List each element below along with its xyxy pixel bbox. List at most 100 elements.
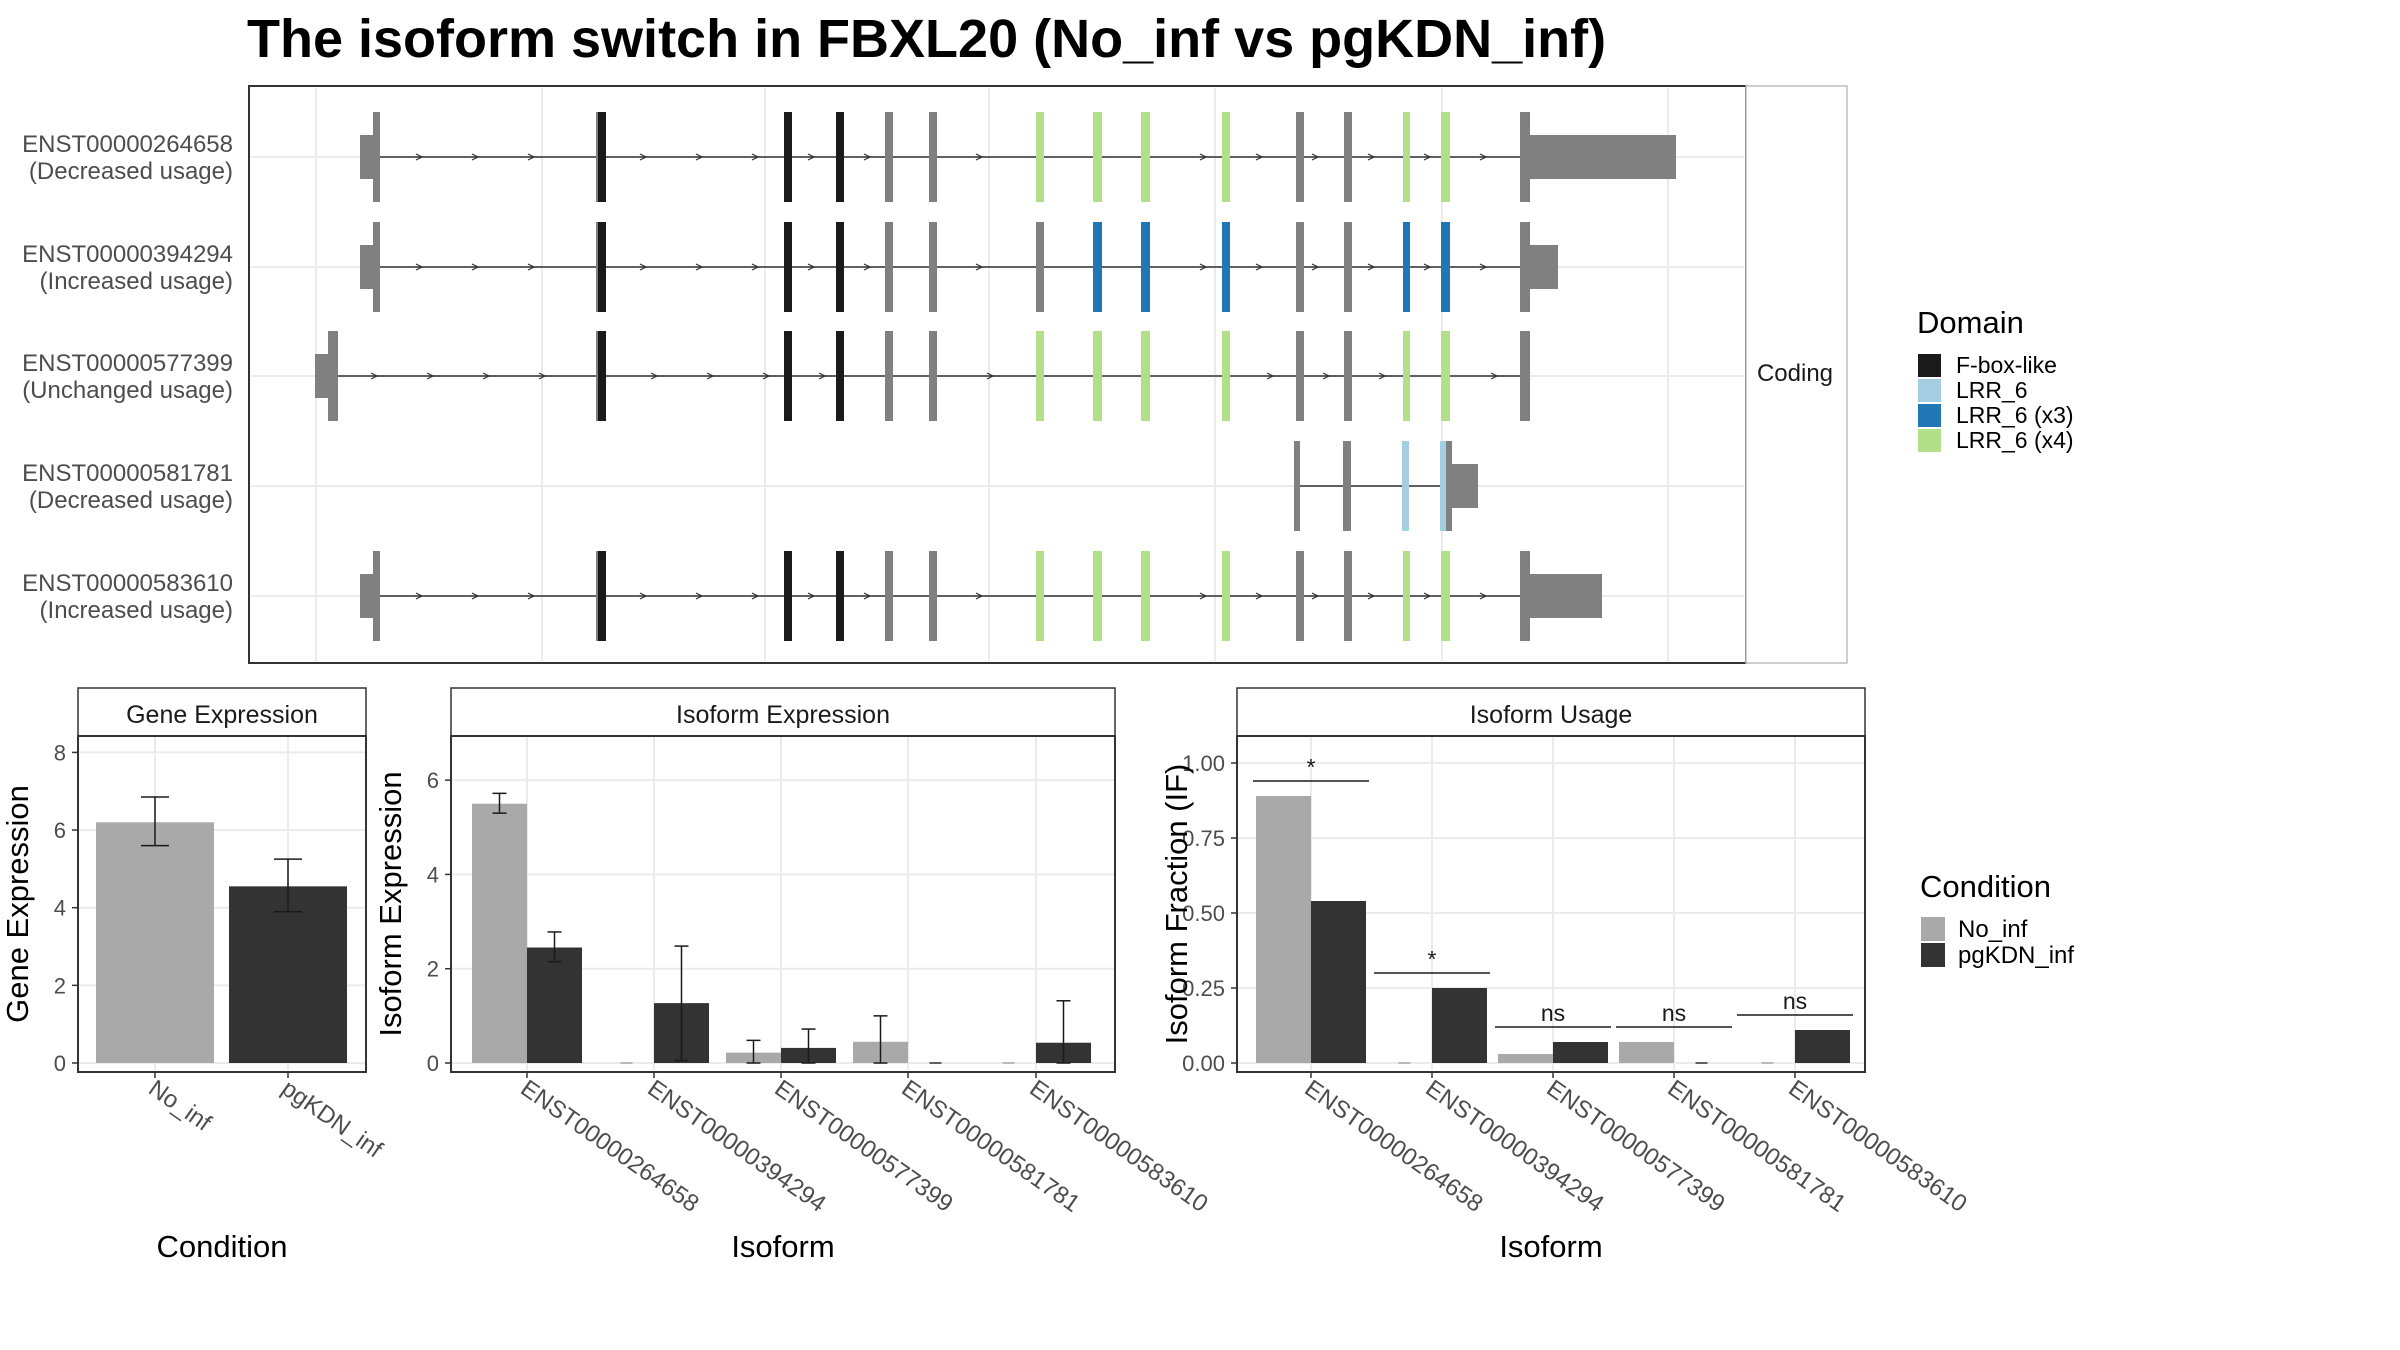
y-tick-label: 0.00 — [1182, 1051, 1225, 1076]
panel-title-strip — [450, 687, 1116, 737]
bar-pgKDN_inf-ENST00000577399 — [1553, 1042, 1608, 1063]
lrr-domain-5 — [1403, 551, 1410, 641]
strand-arrow — [1199, 592, 1208, 600]
domain-legend-key-2 — [1918, 379, 1941, 402]
exon-11 — [1296, 222, 1304, 312]
panel-title-strip — [77, 687, 367, 737]
lrr-domain-3 — [1141, 331, 1150, 421]
transcript-id-label: ENST00000394294 — [22, 241, 233, 268]
x-tick-label: pgKDN_inf — [277, 1075, 388, 1164]
condition-legend-key-1 — [1921, 917, 1945, 941]
exon-5 — [885, 222, 893, 312]
exon-1 — [328, 331, 338, 421]
exon-6 — [929, 112, 937, 202]
strand-arrow — [863, 592, 872, 600]
lrr-domain-1 — [1093, 222, 1102, 312]
strand-arrow — [1255, 153, 1264, 161]
lrr-domain-3 — [1222, 222, 1230, 312]
exon-15 — [1520, 551, 1530, 641]
panel-title: Isoform Expression — [676, 701, 890, 729]
lrr-domain-2 — [1093, 331, 1102, 421]
lrr-domain-4 — [1222, 112, 1230, 202]
strand-arrow — [527, 153, 536, 161]
gene-expression-panel: Gene Expression 0 2 4 6 8 No_inf pgKDN_inf Condi… — [0, 687, 388, 1264]
y-tick-label: 1.00 — [1182, 751, 1225, 776]
strand-arrow — [986, 372, 995, 380]
strand-arrow — [1199, 153, 1208, 161]
bar-pgKDN_inf — [229, 886, 347, 1063]
y-tick-label: 4 — [427, 862, 439, 887]
panel-title: Gene Expression — [126, 701, 318, 729]
fbox-domain-3 — [836, 331, 844, 421]
exon-15 — [1520, 222, 1530, 312]
strand-arrow — [975, 153, 984, 161]
condition-legend-title: Condition — [1920, 869, 2051, 904]
utr5-block — [360, 574, 376, 618]
utr3-block — [1530, 574, 1602, 618]
fbox-domain-2 — [784, 222, 792, 312]
strand-arrow — [1311, 592, 1320, 600]
exon-12 — [1344, 331, 1352, 421]
lrr-domain-6 — [1441, 331, 1450, 421]
lrr-domain-1 — [1036, 331, 1044, 421]
strand-arrow — [1255, 263, 1264, 271]
lrr-domain-1 — [1036, 112, 1044, 202]
strand-arrow — [1479, 263, 1488, 271]
exon-12 — [1344, 222, 1352, 312]
fbox-domain-2 — [784, 551, 792, 641]
strand-arrow — [1479, 153, 1488, 161]
transcript-row-5 — [360, 551, 1602, 641]
lrr-domain-2 — [1093, 551, 1102, 641]
exon-15 — [1520, 331, 1530, 421]
strand-arrow — [762, 372, 771, 380]
strand-arrow — [471, 263, 480, 271]
strand-arrow — [706, 372, 715, 380]
bar-No_inf-ENST00000264658 — [1256, 796, 1311, 1063]
strand-arrow — [695, 153, 704, 161]
strand-arrow — [415, 263, 424, 271]
structure-plot-border — [248, 85, 1747, 664]
utr5-block — [360, 135, 376, 179]
strand-arrow — [426, 372, 435, 380]
strand-arrow — [1423, 263, 1432, 271]
lrr-domain-6 — [1441, 551, 1450, 641]
strand-arrow — [818, 372, 827, 380]
y-axis-title: Gene Expression — [0, 785, 35, 1023]
strand-arrow — [650, 372, 659, 380]
exon-11 — [1296, 112, 1304, 202]
domain-legend-title: Domain — [1917, 305, 2024, 340]
utr5-block — [360, 245, 376, 289]
significance-label: ns — [1783, 988, 1807, 1014]
strand-arrow — [370, 372, 379, 380]
strand-arrow — [415, 153, 424, 161]
exon-2 — [1343, 441, 1351, 531]
strand-arrow — [807, 263, 816, 271]
structure-row-labels: ENST00000264658(Decreased usage)ENST0000… — [22, 131, 233, 624]
bar-No_inf-ENST00000577399 — [1498, 1054, 1553, 1063]
lrr-domain-4 — [1222, 331, 1230, 421]
y-tick-label: 6 — [54, 818, 66, 843]
strand-arrow — [1423, 153, 1432, 161]
x-axis-title: Isoform — [1499, 1229, 1602, 1264]
strand-arrow — [1322, 372, 1331, 380]
transcript-row-4 — [1294, 441, 1478, 531]
y-tick-label: 2 — [54, 973, 66, 998]
fbox-domain-1 — [598, 551, 606, 641]
domain-legend-label: LRR_6 (x3) — [1956, 402, 2074, 428]
exon-7 — [1036, 222, 1044, 312]
utr3-block — [1530, 245, 1558, 289]
exon-1 — [373, 551, 380, 641]
significance-label: ns — [1662, 1000, 1686, 1026]
condition-legend-key-2 — [1921, 943, 1945, 967]
strand-arrow — [1311, 263, 1320, 271]
transcript-usage-label: (Increased usage) — [40, 268, 233, 295]
lrr-domain-1 — [1402, 441, 1409, 531]
bar-pgKDN_inf-ENST00000264658 — [1311, 901, 1366, 1063]
fbox-domain-1 — [598, 222, 606, 312]
fbox-domain-1 — [598, 112, 606, 202]
structure-transcripts — [315, 112, 1676, 641]
exon-11 — [1296, 551, 1304, 641]
strand-arrow — [1378, 372, 1387, 380]
bar-No_inf — [96, 822, 214, 1063]
